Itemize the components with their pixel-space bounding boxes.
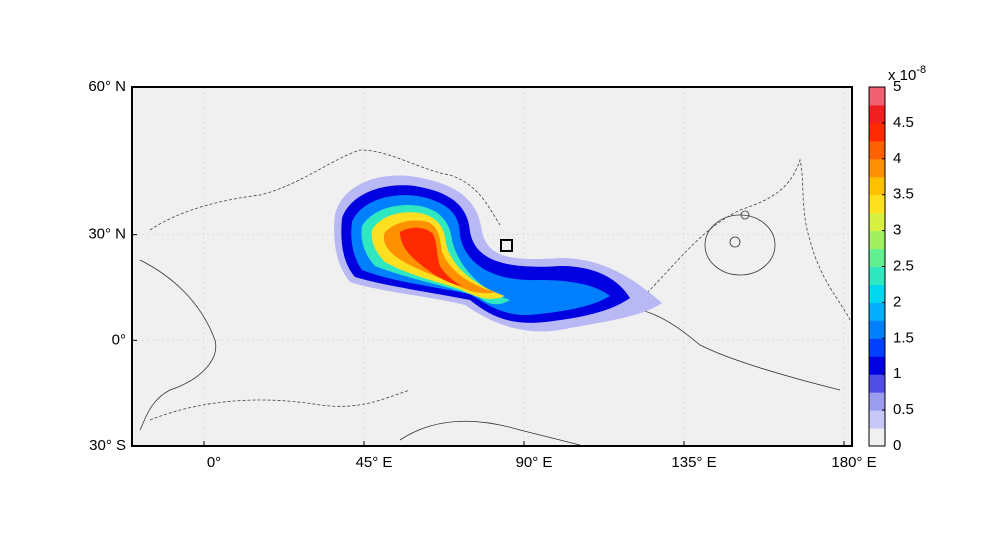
x-tick-label: 45° E	[356, 454, 393, 471]
colorbar-band	[869, 158, 885, 178]
colorbar-band	[869, 230, 885, 250]
x-tick-label: 135° E	[671, 454, 716, 471]
colorbar-band	[869, 338, 885, 357]
multiplier: x 10	[888, 67, 916, 84]
colorbar-band	[869, 284, 885, 303]
colorbar-band	[869, 320, 885, 339]
x-tick-label: 90° E	[516, 454, 553, 471]
y-tick-label: 0°	[112, 331, 126, 348]
colorbar-tick-label: 4	[893, 150, 901, 167]
site-marker	[500, 239, 513, 252]
colorbar-multiplier: x 10-8	[888, 64, 926, 84]
colorbar-band	[869, 176, 885, 196]
colorbar-tick-label: 1	[893, 365, 901, 382]
exponent: -8	[916, 64, 926, 76]
map-frame	[131, 86, 853, 447]
colorbar-tick-label: 0.5	[893, 401, 914, 418]
colorbar-tick-label: 3	[893, 222, 901, 239]
y-tick-label: 60° N	[88, 78, 126, 95]
colorbar-tick-label: 0	[893, 437, 901, 454]
colorbar-band	[869, 374, 885, 393]
colorbar-band	[869, 122, 885, 142]
colorbar-band	[869, 194, 885, 214]
colorbar-band	[869, 356, 885, 375]
x-tick-label: 0°	[207, 454, 221, 471]
x-tick-label: 180° E	[831, 454, 876, 471]
colorbar-band	[869, 140, 885, 160]
colorbar-tick-label: 5	[893, 78, 901, 95]
concentration-contours	[334, 175, 662, 332]
colorbar-band	[869, 410, 885, 429]
colorbar-band	[869, 392, 885, 411]
colorbar-band	[869, 104, 885, 124]
colorbar-tick-label: 1.5	[893, 329, 914, 346]
colorbar-band	[869, 428, 885, 447]
colorbar-band	[869, 87, 885, 106]
colorbar-band	[869, 302, 885, 321]
colorbar-tick-label: 2	[893, 293, 901, 310]
colorbar-band	[869, 248, 885, 267]
colorbar-tick-label: 3.5	[893, 186, 914, 203]
y-tick-label: 30° N	[88, 226, 126, 243]
colorbar-tick-label: 4.5	[893, 114, 914, 131]
colorbar-band	[869, 212, 885, 232]
colorbar-band	[869, 266, 885, 285]
colorbar-tick-label: 2.5	[893, 257, 914, 274]
y-tick-label: 30° S	[89, 437, 126, 454]
